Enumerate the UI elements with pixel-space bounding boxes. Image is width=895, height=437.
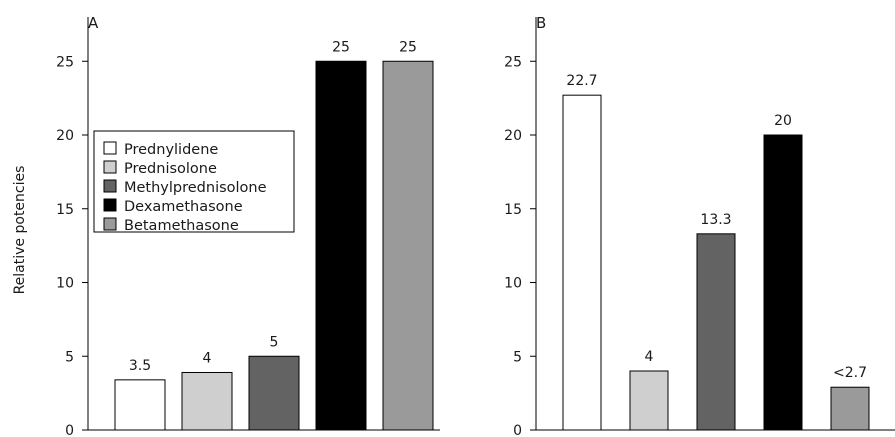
y-tick-label: 5 [513,349,522,365]
legend-swatch-methylprednisolone [103,179,117,193]
legend-item: Betamethasone [103,217,239,234]
legend-label-prednylidene: Prednylidene [124,142,218,158]
bar-prednylidene [562,94,602,431]
data-label-betamethasone: <2.7 [833,365,867,381]
data-label-prednisolone: 4 [645,349,654,365]
y-tick-label: 0 [513,423,522,437]
legend-item: Methylprednisolone [103,179,267,196]
y-tick-label: 0 [65,423,74,437]
panel-label-b: B [536,14,546,32]
y-tick-label: 10 [504,276,522,292]
data-label-betamethasone: 25 [399,39,417,55]
y-tick-label: 15 [56,202,74,218]
y-tick-label: 25 [504,54,522,70]
legend-label-prednisolone: Prednisolone [124,161,217,177]
legend-swatch-prednisolone [103,160,117,174]
bar-prednylidene [114,379,166,431]
legend-label-methylprednisolone: Methylprednisolone [124,180,267,196]
bar-prednisolone [181,371,233,431]
legend-label-betamethasone: Betamethasone [124,218,239,234]
legend-frame [93,130,295,233]
data-label-methylprednisolone: 5 [270,334,279,350]
legend-item: Prednylidene [103,141,218,158]
data-label-dexamethasone: 20 [774,113,792,129]
bar-dexamethasone [763,134,803,431]
y-tick-label: 5 [65,349,74,365]
legend-swatch-dexamethasone [103,198,117,212]
data-label-prednylidene: 22.7 [566,73,597,89]
legend-item: Prednisolone [103,160,217,177]
y-tick-label: 25 [56,54,74,70]
legend-label-dexamethasone: Dexamethasone [124,199,243,215]
legend: Prednylidene Prednisolone Methylpredniso… [93,130,295,234]
panel-a: Relative potencies A 0 5 10 15 20 25 3.5 4 5 25 25 [12,14,440,437]
bar-methylprednisolone [696,233,736,431]
data-label-methylprednisolone: 13.3 [700,212,731,228]
bar-prednisolone [629,370,669,431]
y-tick-label: 20 [504,128,522,144]
data-label-prednisolone: 4 [203,350,212,366]
panel-b: B 0 5 10 15 20 25 22.7 4 13.3 20 <2.7 [504,14,895,437]
legend-item: Dexamethasone [103,198,243,215]
y-tick-label: 15 [504,202,522,218]
bar-methylprednisolone [248,355,300,431]
y-tick-label: 20 [56,128,74,144]
y-axis-title: Relative potencies [12,166,28,295]
bar-dexamethasone [315,60,367,431]
panel-label-a: A [88,14,99,32]
y-tick-label: 10 [56,276,74,292]
data-label-prednylidene: 3.5 [129,358,151,374]
data-label-dexamethasone: 25 [332,39,350,55]
bar-betamethasone [830,386,870,431]
legend-swatch-prednylidene [103,141,117,155]
bar-betamethasone [382,60,434,431]
legend-swatch-betamethasone [103,217,117,231]
